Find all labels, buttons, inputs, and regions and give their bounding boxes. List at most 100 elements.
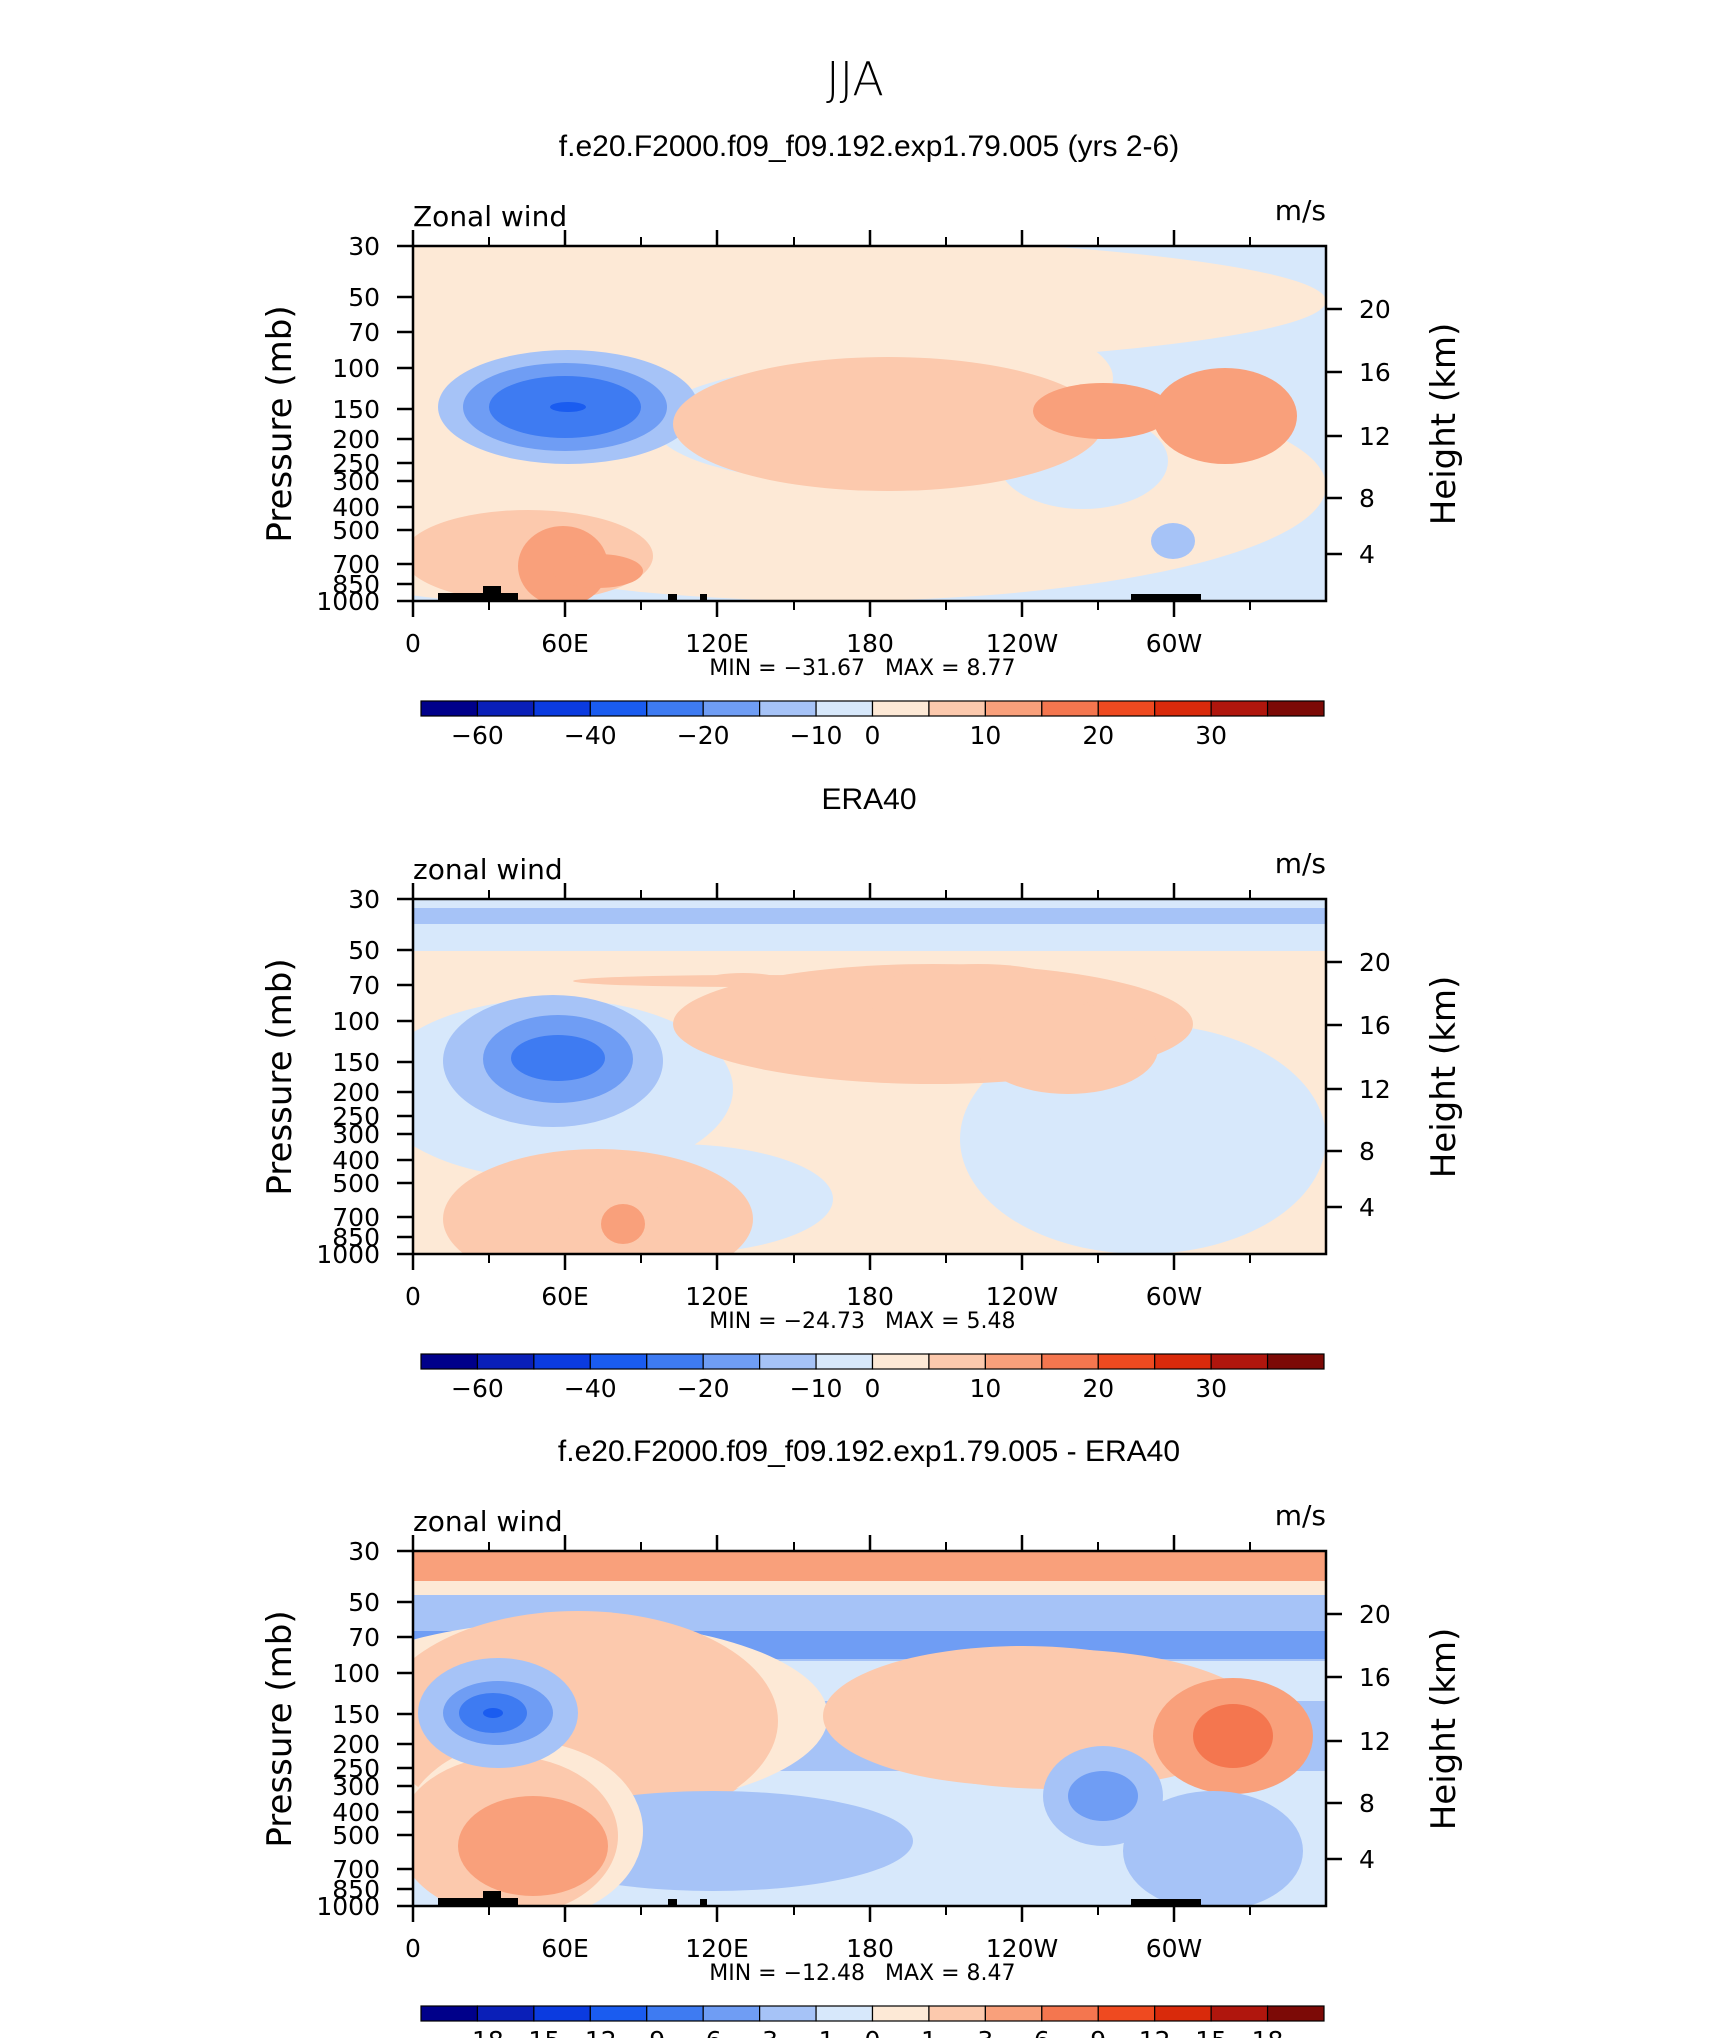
- colorbar-swatch: [1041, 700, 1099, 717]
- colorbar-swatch: [759, 700, 817, 717]
- y-tick-label: 70: [348, 971, 380, 1000]
- colorbar-swatch: [928, 1353, 986, 1370]
- colorbar-label: 1: [921, 2026, 937, 2038]
- x-tick-label: 60W: [1146, 1282, 1203, 1311]
- y-tick-label: 400: [332, 493, 380, 522]
- y-tick-label: 250: [332, 1102, 380, 1131]
- colorbar-swatch: [928, 700, 986, 717]
- colorbar-swatch: [702, 700, 761, 717]
- colorbar-label: −10: [790, 1374, 843, 1403]
- x-tick-label: 120W: [986, 629, 1058, 658]
- colorbar-swatch: [928, 2005, 986, 2022]
- colorbar-swatch: [1154, 700, 1212, 717]
- colorbar-label: −20: [677, 721, 730, 750]
- x-tick-label: 60E: [541, 629, 589, 658]
- colorbar: −18−15 −12 −9 −6 −3 −1 0 1 3 6 9 12 15 18: [420, 2005, 1325, 2038]
- colorbar-label: 30: [1195, 1374, 1227, 1403]
- units-label: m/s: [1275, 847, 1326, 880]
- contour-field: [413, 899, 1326, 1254]
- y-tick-label: 700: [332, 1203, 380, 1232]
- colorbar-swatch: [646, 2005, 704, 2022]
- x-tick-label: 180: [846, 1934, 894, 1963]
- colorbar-swatch: [589, 700, 648, 717]
- colorbar-label: −60: [451, 1374, 504, 1403]
- colorbar-swatch: [1266, 700, 1325, 717]
- y-tick-label: 300: [332, 1120, 380, 1149]
- colorbar-swatch: [420, 1353, 479, 1370]
- topography-block: [668, 594, 677, 601]
- y-tick-label: 300: [332, 1772, 380, 1801]
- y-tick-label: 30: [348, 232, 380, 261]
- colorbar-label: −60: [451, 721, 504, 750]
- figure-title: JJA: [826, 52, 884, 106]
- colorbar-swatch: [1210, 1353, 1269, 1370]
- x-tick-label: 0: [405, 1934, 421, 1963]
- min-label: MIN = −24.73: [709, 1309, 865, 1334]
- topography-block: [668, 1899, 677, 1906]
- y2-axis-title: Height (km): [1424, 1628, 1464, 1831]
- contour-band: [413, 1581, 1326, 1595]
- colorbar-swatch: [759, 2005, 817, 2022]
- variable-label: zonal wind: [413, 853, 563, 886]
- contour-region: [1068, 1771, 1138, 1821]
- colorbar-label: 20: [1082, 721, 1114, 750]
- x-tick-label: 120E: [685, 1282, 749, 1311]
- colorbar-swatch: [589, 2005, 648, 2022]
- colorbar-label: 12: [1139, 2026, 1171, 2038]
- colorbar-label: −10: [790, 721, 843, 750]
- topography-block: [1131, 1899, 1201, 1906]
- colorbar-label: −1: [798, 2026, 835, 2038]
- colorbar-swatch: [1154, 2005, 1212, 2022]
- contour-region: [601, 1204, 645, 1244]
- x-tick-label: 180: [846, 1282, 894, 1311]
- y2-tick-label: 16: [1359, 1011, 1391, 1040]
- y2-tick-label: 20: [1359, 1600, 1391, 1629]
- colorbar-label: 0: [865, 2026, 881, 2038]
- y-tick-label: 100: [332, 1659, 380, 1688]
- x-tick-label: 60W: [1146, 629, 1203, 658]
- colorbar-label: 10: [969, 1374, 1001, 1403]
- colorbar-swatch: [476, 1353, 535, 1370]
- colorbar-swatch: [1097, 700, 1156, 717]
- colorbar-label: −40: [564, 721, 617, 750]
- colorbar-label: 30: [1195, 721, 1227, 750]
- units-label: m/s: [1275, 1499, 1326, 1532]
- y-tick-label: 30: [348, 885, 380, 914]
- y-tick-label: 400: [332, 1146, 380, 1175]
- x-tick-label: 60E: [541, 1282, 589, 1311]
- colorbar-label: 3: [977, 2026, 993, 2038]
- colorbar-label: 6: [1034, 2026, 1050, 2038]
- colorbar-swatch: [1097, 1353, 1156, 1370]
- colorbar-swatch: [1210, 2005, 1269, 2022]
- panel-title: ERA40: [821, 783, 916, 816]
- y-tick-label: 50: [348, 283, 380, 312]
- colorbar-swatch: [476, 2005, 535, 2022]
- y-tick-label: 50: [348, 1588, 380, 1617]
- colorbar-swatch: [1041, 1353, 1099, 1370]
- topography-mask: [438, 586, 1201, 601]
- topography-block: [1131, 594, 1201, 601]
- colorbar-swatch: [1266, 1353, 1325, 1370]
- y2-axis-title: Height (km): [1424, 976, 1464, 1179]
- contour-band: [413, 1551, 1326, 1581]
- variable-label: Zonal wind: [413, 200, 567, 233]
- colorbar-swatch: [815, 1353, 874, 1370]
- y-tick-label: 1000: [316, 1892, 380, 1921]
- topography-block: [483, 586, 501, 601]
- x-tick-label: 180: [846, 629, 894, 658]
- y-tick-label: 70: [348, 318, 380, 347]
- colorbar-swatch: [984, 1353, 1043, 1370]
- colorbar-label: 10: [969, 721, 1001, 750]
- topography-block: [700, 594, 707, 601]
- colorbar-label: −12: [564, 2026, 617, 2038]
- y-tick-label: 850: [332, 1875, 380, 1904]
- colorbar-swatch: [815, 2005, 874, 2022]
- colorbar-label: −20: [677, 1374, 730, 1403]
- y-axis-title: Pressure (mb): [260, 1610, 300, 1847]
- units-label: m/s: [1275, 194, 1326, 227]
- y-tick-label: 300: [332, 467, 380, 496]
- contour-region: [511, 1035, 605, 1081]
- x-tick-label: 120W: [986, 1934, 1058, 1963]
- y-tick-label: 250: [332, 449, 380, 478]
- colorbar-swatch: [984, 2005, 1043, 2022]
